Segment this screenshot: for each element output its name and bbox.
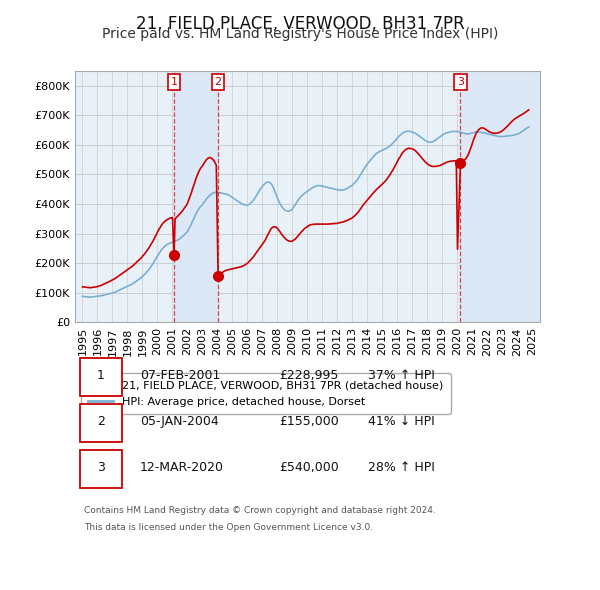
FancyBboxPatch shape bbox=[80, 450, 121, 488]
FancyBboxPatch shape bbox=[80, 358, 121, 396]
Text: £155,000: £155,000 bbox=[280, 415, 340, 428]
Bar bbox=[174, 71, 218, 322]
Legend: 21, FIELD PLACE, VERWOOD, BH31 7PR (detached house), HPI: Average price, detache: 21, FIELD PLACE, VERWOOD, BH31 7PR (deta… bbox=[80, 373, 451, 414]
Text: 37% ↑ HPI: 37% ↑ HPI bbox=[368, 369, 435, 382]
Text: 07-FEB-2001: 07-FEB-2001 bbox=[140, 369, 220, 382]
Text: 41% ↓ HPI: 41% ↓ HPI bbox=[368, 415, 434, 428]
Text: 1: 1 bbox=[97, 369, 104, 382]
Text: 21, FIELD PLACE, VERWOOD, BH31 7PR: 21, FIELD PLACE, VERWOOD, BH31 7PR bbox=[136, 15, 464, 33]
Text: 1: 1 bbox=[170, 77, 178, 87]
Text: 12-MAR-2020: 12-MAR-2020 bbox=[140, 461, 224, 474]
Text: 3: 3 bbox=[97, 461, 104, 474]
Text: £540,000: £540,000 bbox=[280, 461, 340, 474]
FancyBboxPatch shape bbox=[80, 404, 121, 442]
Text: 28% ↑ HPI: 28% ↑ HPI bbox=[368, 461, 435, 474]
Text: 05-JAN-2004: 05-JAN-2004 bbox=[140, 415, 219, 428]
Text: 2: 2 bbox=[97, 415, 104, 428]
Text: £228,995: £228,995 bbox=[280, 369, 339, 382]
Text: Contains HM Land Registry data © Crown copyright and database right 2024.: Contains HM Land Registry data © Crown c… bbox=[84, 506, 436, 515]
Text: 3: 3 bbox=[457, 77, 464, 87]
Text: This data is licensed under the Open Government Licence v3.0.: This data is licensed under the Open Gov… bbox=[84, 523, 373, 532]
Text: Price paid vs. HM Land Registry's House Price Index (HPI): Price paid vs. HM Land Registry's House … bbox=[102, 27, 498, 41]
Text: 2: 2 bbox=[215, 77, 221, 87]
Bar bbox=[460, 71, 540, 322]
